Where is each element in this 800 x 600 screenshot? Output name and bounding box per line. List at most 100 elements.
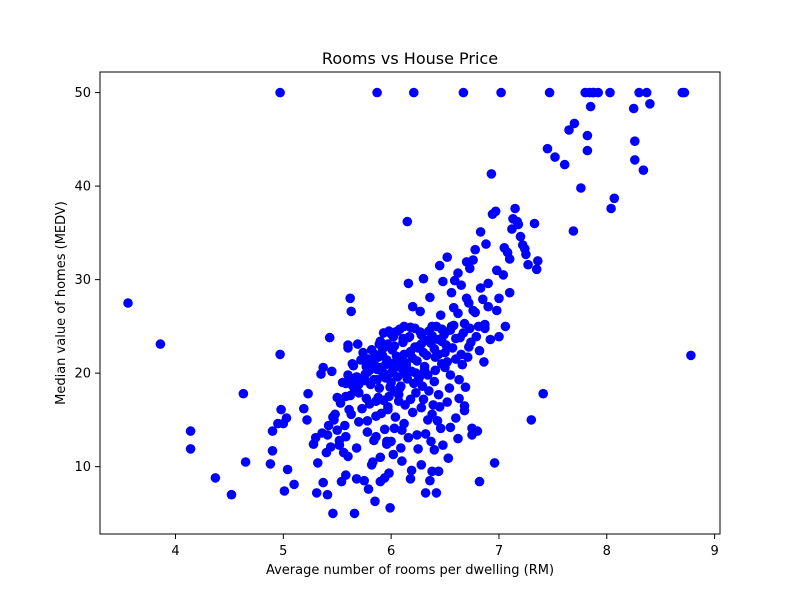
x-tick-label: 7 bbox=[495, 544, 503, 559]
x-tick-label: 4 bbox=[171, 544, 179, 559]
data-point bbox=[634, 87, 644, 98]
data-point bbox=[569, 118, 580, 129]
data-point bbox=[494, 293, 504, 304]
data-point bbox=[388, 449, 399, 460]
data-point bbox=[456, 280, 467, 291]
data-point bbox=[412, 356, 422, 366]
data-point bbox=[434, 260, 445, 271]
data-point bbox=[475, 283, 486, 293]
data-point bbox=[289, 479, 299, 490]
data-point bbox=[550, 152, 560, 162]
data-point bbox=[425, 292, 435, 303]
data-point bbox=[576, 183, 586, 193]
data-point bbox=[279, 486, 290, 496]
data-point bbox=[382, 439, 392, 450]
data-point bbox=[345, 390, 356, 401]
data-point bbox=[308, 439, 319, 450]
data-point bbox=[521, 249, 531, 260]
data-point bbox=[324, 332, 335, 343]
data-point bbox=[453, 268, 463, 278]
data-point bbox=[341, 470, 351, 480]
data-point bbox=[585, 101, 596, 112]
data-point bbox=[593, 87, 603, 98]
data-point bbox=[402, 216, 413, 227]
data-point bbox=[346, 409, 357, 420]
y-axis-label: Median value of homes (MEDV) bbox=[54, 201, 69, 405]
data-point bbox=[427, 409, 437, 420]
data-point bbox=[630, 155, 640, 165]
data-point bbox=[311, 488, 322, 498]
data-point bbox=[412, 430, 422, 440]
data-point bbox=[397, 355, 407, 365]
data-point bbox=[440, 362, 450, 373]
data-point bbox=[526, 415, 537, 425]
data-point bbox=[638, 165, 649, 175]
data-point bbox=[504, 254, 515, 264]
data-point bbox=[358, 347, 368, 358]
data-point bbox=[686, 350, 696, 361]
data-point bbox=[343, 451, 353, 462]
data-point bbox=[438, 276, 448, 287]
data-point bbox=[389, 341, 400, 351]
data-point bbox=[406, 366, 417, 377]
data-point bbox=[630, 136, 640, 146]
data-point bbox=[332, 392, 343, 403]
data-point bbox=[328, 508, 338, 519]
y-axis: 10 20 30 40 50 bbox=[74, 86, 100, 475]
data-point bbox=[282, 464, 293, 475]
data-point bbox=[435, 310, 446, 321]
data-point bbox=[489, 458, 500, 468]
data-point bbox=[419, 361, 430, 372]
data-point bbox=[351, 443, 362, 453]
data-point bbox=[435, 423, 446, 434]
data-point bbox=[473, 321, 484, 332]
data-point bbox=[370, 349, 380, 360]
x-axis-label: Average number of rooms per dwelling (RM… bbox=[266, 563, 554, 578]
data-point bbox=[334, 435, 345, 446]
data-point bbox=[407, 407, 418, 418]
data-point bbox=[372, 364, 382, 375]
data-point bbox=[494, 331, 504, 342]
data-point bbox=[299, 403, 309, 414]
data-point bbox=[468, 305, 478, 316]
data-point bbox=[361, 361, 372, 372]
data-point bbox=[425, 475, 435, 486]
data-point bbox=[679, 87, 690, 98]
data-point bbox=[322, 489, 333, 500]
data-point bbox=[605, 87, 615, 98]
data-point bbox=[451, 413, 461, 423]
data-point bbox=[363, 484, 374, 494]
data-point bbox=[340, 420, 350, 431]
data-point bbox=[426, 338, 436, 349]
data-point bbox=[185, 444, 196, 454]
y-tick-label: 30 bbox=[74, 273, 91, 288]
data-point bbox=[405, 346, 416, 357]
y-tick-label: 10 bbox=[74, 460, 91, 475]
data-point bbox=[396, 443, 406, 453]
data-point bbox=[415, 327, 426, 337]
data-point bbox=[332, 425, 343, 436]
x-tick-label: 6 bbox=[387, 544, 395, 559]
data-point bbox=[415, 306, 426, 317]
data-point bbox=[409, 87, 419, 98]
data-point bbox=[343, 343, 353, 353]
data-point bbox=[406, 465, 417, 476]
data-point bbox=[385, 382, 395, 393]
data-point bbox=[458, 87, 469, 98]
data-point bbox=[352, 339, 363, 349]
data-point bbox=[504, 287, 515, 298]
data-point bbox=[369, 374, 379, 385]
data-point bbox=[362, 427, 373, 437]
data-point bbox=[281, 413, 292, 423]
data-point bbox=[351, 474, 362, 484]
data-point bbox=[385, 503, 395, 513]
data-point bbox=[438, 440, 448, 451]
data-point bbox=[384, 468, 394, 479]
data-point bbox=[155, 339, 166, 349]
x-tick-label: 9 bbox=[710, 544, 718, 559]
data-point bbox=[582, 145, 593, 156]
data-point bbox=[645, 99, 655, 109]
data-point bbox=[343, 370, 353, 380]
